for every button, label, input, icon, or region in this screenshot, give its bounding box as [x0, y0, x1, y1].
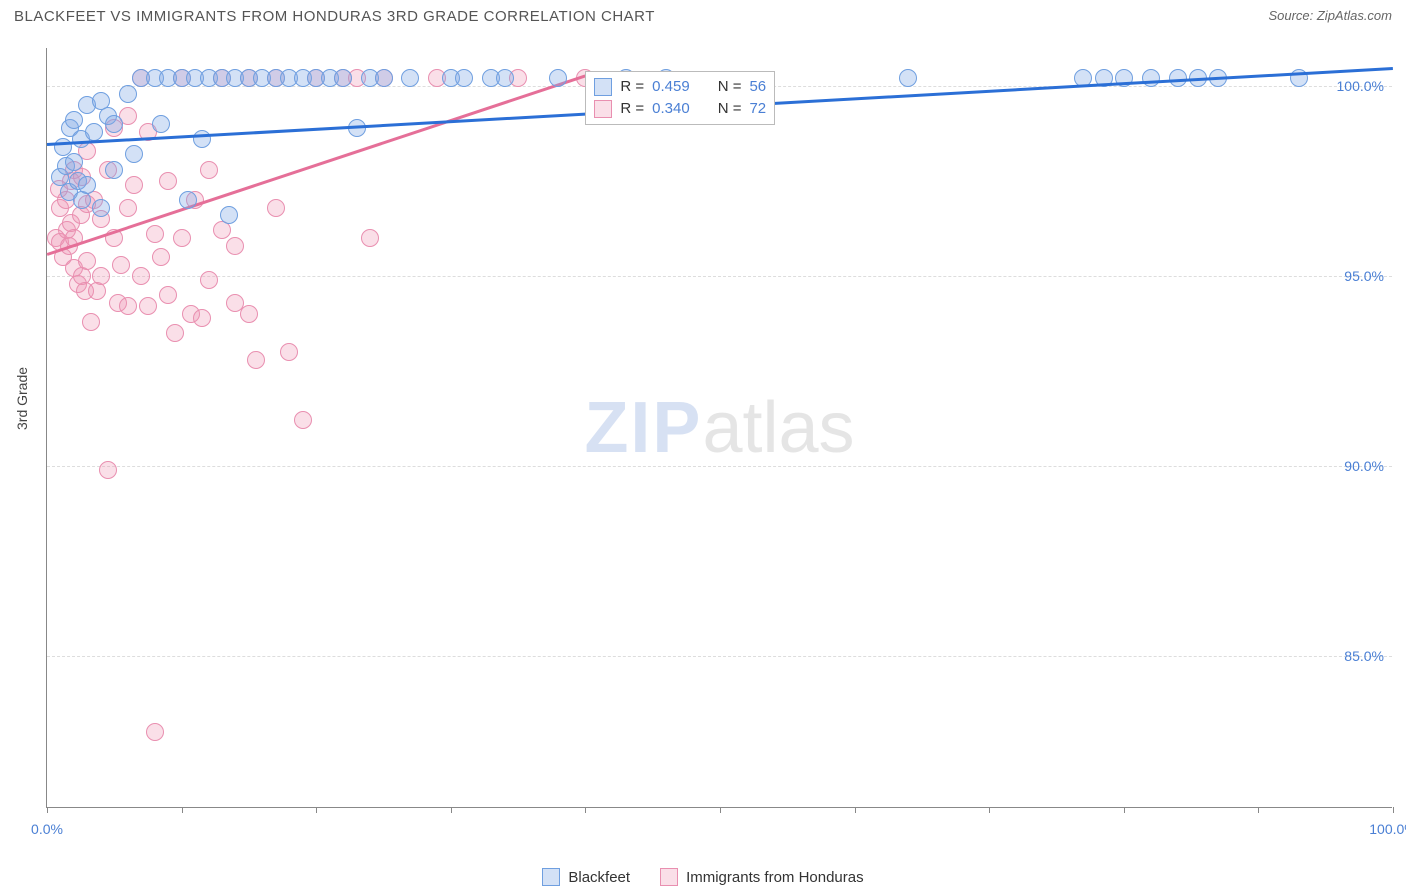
data-point — [152, 248, 170, 266]
data-point — [146, 723, 164, 741]
data-point — [220, 206, 238, 224]
data-point — [112, 256, 130, 274]
data-point — [125, 145, 143, 163]
x-tick — [182, 807, 183, 813]
stats-box: R = 0.459 N = 56 R = 0.340 N = 72 — [585, 71, 775, 125]
data-point — [1142, 69, 1160, 87]
x-tick — [989, 807, 990, 813]
y-tick-label: 100.0% — [1337, 78, 1384, 94]
legend-swatch-icon — [660, 868, 678, 886]
data-point — [119, 297, 137, 315]
data-point — [65, 111, 83, 129]
x-tick — [451, 807, 452, 813]
data-point — [334, 69, 352, 87]
stat-r-label: R = — [620, 78, 644, 95]
data-point — [361, 229, 379, 247]
data-point — [152, 115, 170, 133]
data-point — [159, 172, 177, 190]
x-tick-label: 0.0% — [31, 821, 63, 837]
stats-row: R = 0.340 N = 72 — [594, 98, 766, 120]
data-point — [240, 305, 258, 323]
x-tick — [855, 807, 856, 813]
chart-title: BLACKFEET VS IMMIGRANTS FROM HONDURAS 3R… — [14, 8, 655, 25]
data-point — [119, 85, 137, 103]
y-tick-label: 85.0% — [1344, 648, 1384, 664]
data-point — [549, 69, 567, 87]
x-tick-label: 100.0% — [1369, 821, 1406, 837]
legend-label: Immigrants from Honduras — [686, 869, 864, 886]
data-point — [899, 69, 917, 87]
data-point — [226, 237, 244, 255]
data-point — [146, 225, 164, 243]
stat-n-value: 56 — [749, 78, 766, 95]
data-point — [159, 286, 177, 304]
data-point — [139, 297, 157, 315]
data-point — [119, 199, 137, 217]
legend-item-blackfeet: Blackfeet — [542, 868, 630, 886]
data-point — [92, 267, 110, 285]
x-tick — [47, 807, 48, 813]
legend-item-honduras: Immigrants from Honduras — [660, 868, 864, 886]
chart-area: ZIPatlas 85.0%90.0%95.0%100.0%0.0%100.0%… — [46, 48, 1392, 808]
data-point — [193, 309, 211, 327]
y-tick-label: 95.0% — [1344, 268, 1384, 284]
x-tick — [1393, 807, 1394, 813]
data-point — [78, 252, 96, 270]
data-point — [78, 176, 96, 194]
data-point — [166, 324, 184, 342]
gridline — [47, 276, 1392, 277]
data-point — [105, 161, 123, 179]
gridline — [47, 656, 1392, 657]
data-point — [375, 69, 393, 87]
data-point — [105, 115, 123, 133]
legend-label: Blackfeet — [568, 869, 630, 886]
legend-swatch-icon — [542, 868, 560, 886]
data-point — [179, 191, 197, 209]
data-point — [247, 351, 265, 369]
stats-row: R = 0.459 N = 56 — [594, 76, 766, 98]
data-point — [294, 411, 312, 429]
x-tick — [720, 807, 721, 813]
data-point — [82, 313, 100, 331]
data-point — [455, 69, 473, 87]
data-point — [125, 176, 143, 194]
data-point — [99, 461, 117, 479]
stats-swatch-icon — [594, 78, 612, 96]
legend: Blackfeet Immigrants from Honduras — [0, 868, 1406, 886]
data-point — [65, 153, 83, 171]
source-attribution: Source: ZipAtlas.com — [1268, 8, 1392, 23]
x-tick — [1258, 807, 1259, 813]
x-tick — [316, 807, 317, 813]
data-point — [200, 271, 218, 289]
stat-n-value: 72 — [749, 100, 766, 117]
y-axis-label: 3rd Grade — [14, 367, 30, 430]
watermark: ZIPatlas — [584, 387, 854, 469]
data-point — [267, 199, 285, 217]
data-point — [280, 343, 298, 361]
y-tick-label: 90.0% — [1344, 458, 1384, 474]
stats-swatch-icon — [594, 100, 612, 118]
data-point — [173, 229, 191, 247]
data-point — [85, 123, 103, 141]
data-point — [132, 267, 150, 285]
stat-r-value: 0.459 — [652, 78, 690, 95]
x-tick — [1124, 807, 1125, 813]
data-point — [92, 199, 110, 217]
data-point — [200, 161, 218, 179]
stat-n-label: N = — [718, 100, 742, 117]
data-point — [88, 282, 106, 300]
data-point — [401, 69, 419, 87]
gridline — [47, 466, 1392, 467]
stat-r-label: R = — [620, 100, 644, 117]
stat-r-value: 0.340 — [652, 100, 690, 117]
x-tick — [585, 807, 586, 813]
plot-region: ZIPatlas 85.0%90.0%95.0%100.0%0.0%100.0%… — [46, 48, 1392, 808]
data-point — [496, 69, 514, 87]
stat-n-label: N = — [718, 78, 742, 95]
